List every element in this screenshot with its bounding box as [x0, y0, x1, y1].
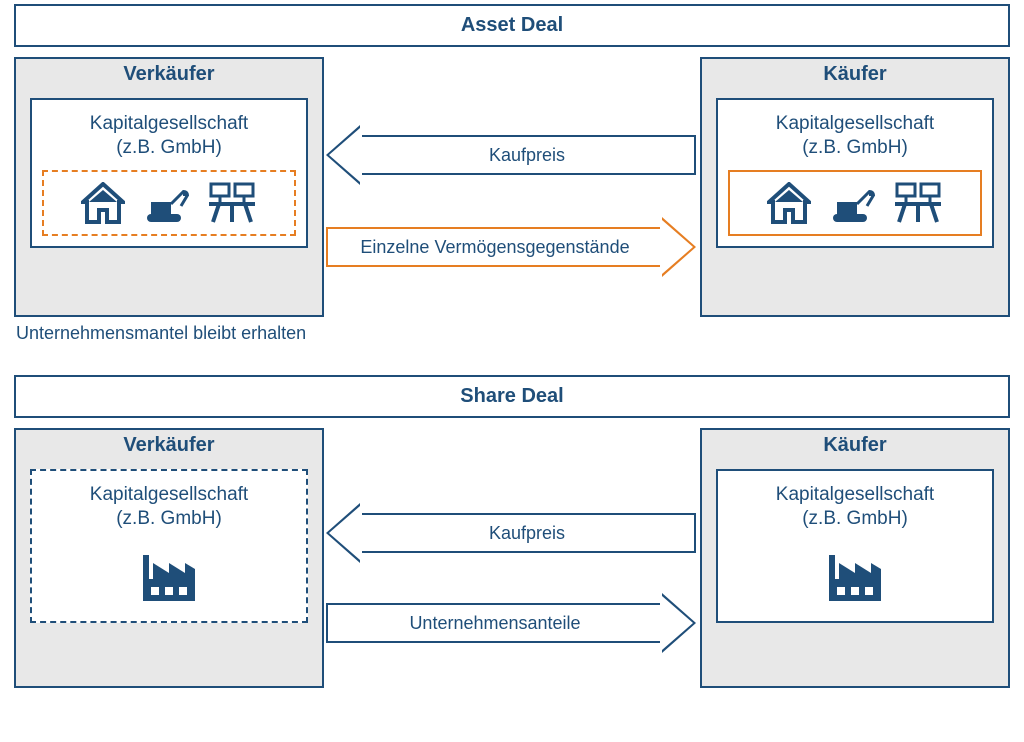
arrow-label: Kaufpreis	[360, 135, 696, 175]
company-label: Kapitalgesellschaft (z.B. GmbH)	[728, 112, 982, 160]
asset-buyer-company: Kapitalgesellschaft (z.B. GmbH)	[716, 98, 994, 248]
company-label: Kapitalgesellschaft (z.B. GmbH)	[728, 483, 982, 531]
machinery-icon	[829, 184, 877, 224]
share-buyer-title: Käufer	[702, 430, 1008, 465]
company-line1: Kapitalgesellschaft	[776, 484, 934, 505]
arrow-label: Unternehmensanteile	[326, 603, 662, 643]
share-buyer-box: Käufer Kapitalgesellschaft (z.B. GmbH)	[700, 428, 1010, 688]
company-line1: Kapitalgesellschaft	[776, 113, 934, 134]
equipment-icon	[209, 182, 257, 224]
share-seller-title: Verkäufer	[16, 430, 322, 465]
factory-icon	[139, 545, 199, 603]
equipment-icon	[895, 182, 943, 224]
company-line1: Kapitalgesellschaft	[90, 484, 248, 505]
factory-icon	[825, 545, 885, 603]
share-arrow-shares: Unternehmensanteile	[326, 593, 696, 653]
share-arrow-kaufpreis: Kaufpreis	[326, 503, 696, 563]
share-deal-section: Verkäufer Kapitalgesellschaft (z.B. GmbH…	[14, 428, 1010, 700]
company-line2: (z.B. GmbH)	[802, 137, 908, 158]
share-seller-box: Verkäufer Kapitalgesellschaft (z.B. GmbH…	[14, 428, 324, 688]
arrow-label: Einzelne Vermögensgegenstände	[326, 227, 662, 267]
company-label: Kapitalgesellschaft (z.B. GmbH)	[42, 483, 296, 531]
asset-seller-box: Verkäufer Kapitalgesellschaft (z.B. GmbH…	[14, 57, 324, 317]
share-deal-title: Share Deal	[14, 375, 1010, 418]
company-line2: (z.B. GmbH)	[116, 508, 222, 529]
company-line2: (z.B. GmbH)	[802, 508, 908, 529]
share-buyer-company: Kapitalgesellschaft (z.B. GmbH)	[716, 469, 994, 623]
asset-buyer-title: Käufer	[702, 59, 1008, 94]
machinery-icon	[143, 184, 191, 224]
building-icon	[81, 182, 125, 224]
asset-seller-assets	[42, 170, 296, 236]
asset-buyer-assets	[728, 170, 982, 236]
asset-seller-company: Kapitalgesellschaft (z.B. GmbH)	[30, 98, 308, 248]
company-line1: Kapitalgesellschaft	[90, 113, 248, 134]
company-line2: (z.B. GmbH)	[116, 137, 222, 158]
asset-deal-note: Unternehmensmantel bleibt erhalten	[16, 323, 306, 344]
asset-deal-section: Verkäufer Kapitalgesellschaft (z.B. GmbH…	[14, 57, 1010, 357]
asset-seller-title: Verkäufer	[16, 59, 322, 94]
company-label: Kapitalgesellschaft (z.B. GmbH)	[42, 112, 296, 160]
asset-buyer-box: Käufer Kapitalgesellschaft (z.B. GmbH)	[700, 57, 1010, 317]
asset-arrow-assets: Einzelne Vermögensgegenstände	[326, 217, 696, 277]
asset-deal-title: Asset Deal	[14, 4, 1010, 47]
arrow-label: Kaufpreis	[360, 513, 696, 553]
building-icon	[767, 182, 811, 224]
share-seller-company: Kapitalgesellschaft (z.B. GmbH)	[30, 469, 308, 623]
asset-arrow-kaufpreis: Kaufpreis	[326, 125, 696, 185]
